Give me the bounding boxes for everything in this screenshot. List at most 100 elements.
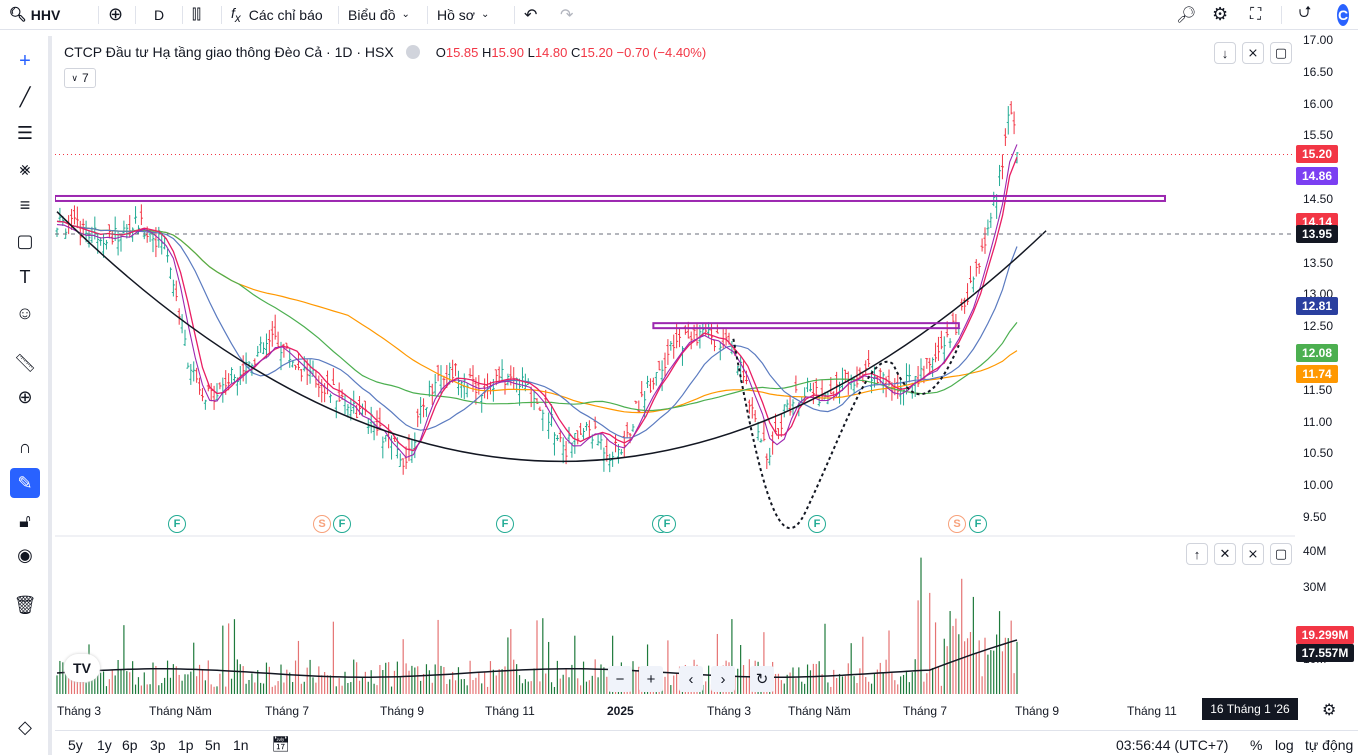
minus-icon: − [615,670,625,688]
forecast-tool[interactable]: ≡ [10,190,40,220]
price-tag: 13.95 [1296,224,1338,243]
quick-search-button[interactable]: 🔎︎ [1167,0,1203,30]
handle-curve-drawing [732,338,960,529]
legend-title: CTCP Đầu tư Hạ tầng giao thông Đèo Cả · … [64,44,394,60]
event-marker-s[interactable]: S [948,515,966,533]
price-tick-label: 15.50 [1303,128,1334,143]
volume-collapse-button[interactable]: ⨯ [1242,543,1264,565]
object-tree-tool[interactable]: ◇ [10,712,40,742]
volume-maximize-button[interactable]: ▢ [1270,543,1292,565]
zoom-in-button[interactable]: + [639,666,663,692]
compare-button[interactable]: ⊕ [99,0,135,30]
high-value: 15.90 [491,44,524,60]
indicators-button[interactable]: fx Các chỉ báo [231,4,323,25]
time-tick-label: Tháng 9 [380,704,425,718]
shape-tool[interactable]: ▢ [10,226,40,256]
price-chart[interactable] [55,36,1295,696]
interval-button[interactable]: D [153,6,165,23]
volume-up-button[interactable]: ↑ [1186,543,1208,565]
time-tick-label: 2025 [607,704,634,718]
event-marker-f[interactable]: F [333,515,351,533]
event-marker-f[interactable]: F [969,515,987,533]
event-marker-s[interactable]: S [313,515,331,533]
pattern-tool[interactable]: ⨳ [10,154,40,184]
chevron-down-icon: ∨ [71,72,78,83]
undo-button[interactable]: ↶ [515,0,551,30]
range-5n[interactable]: 5n [205,737,221,753]
logo-button[interactable]: C [1328,0,1358,30]
event-marker-f[interactable]: F [808,515,826,533]
gear-icon: ⚙ [1322,702,1337,719]
time-tick-label: Tháng 3 [57,704,102,718]
trend-line-tool[interactable]: ╱ [10,82,40,112]
ma-red-line [56,156,1018,452]
volume-tag: 19.299M [1296,626,1354,644]
auto-scale-toggle[interactable]: tự động [1305,737,1354,753]
measure-tool[interactable]: 📏︎ [10,348,40,378]
zoom-tool[interactable]: ⊕ [10,382,40,412]
percent-toggle[interactable]: % [1250,737,1263,753]
range-1n[interactable]: 1n [233,737,249,753]
redo-button[interactable]: ↷ [551,0,587,30]
divider [98,5,99,24]
drawing-toolbar: + ╱ ☰ ⨳ ≡ ▢ T ☺ 📏︎ ⊕ ∩ ✎ 🔓︎ ◉ 🗑︎ ◇ [0,36,52,755]
axis-settings-button[interactable]: ⚙ [1322,700,1336,720]
clock-time[interactable]: 03:56:44 (UTC+7) [1116,737,1229,753]
fullscreen-icon: ⛶ [1250,5,1262,23]
magnet-tool[interactable]: ∩ [10,432,40,462]
range-1p[interactable]: 1p [178,737,194,753]
crosshair-tool[interactable]: + [19,49,31,72]
fullscreen-button[interactable]: ⛶ [1241,0,1281,30]
date-range-button[interactable]: 📅︎ [271,735,290,753]
delete-tool[interactable]: 🗑︎ [10,590,40,620]
divider [221,5,222,24]
legend-menu-icon[interactable] [405,45,420,59]
chart-type-dropdown[interactable]: Biểu đồ ⌄ [348,6,410,23]
pane-maximize-button[interactable]: ▢ [1270,42,1292,64]
event-marker-f[interactable]: F [658,515,676,533]
scroll-right-button[interactable]: › [711,666,735,692]
chevron-right-icon: › [720,670,726,688]
lock-tool[interactable]: 🔓︎ [10,506,40,536]
redo-icon: ↷ [560,6,574,24]
reset-chart-button[interactable]: ↻ [750,666,774,692]
emoji-tool[interactable]: ☺ [10,298,40,328]
range-6p[interactable]: 6p [122,737,138,753]
pane-down-button[interactable]: ↓ [1214,42,1236,64]
volume-close-button[interactable]: ✕ [1214,543,1236,565]
drawing-mode-tool[interactable]: ✎ [10,468,40,498]
share-button[interactable]: ⮍ [1282,0,1328,30]
price-axis[interactable]: 17.00 16.50 16.00 15.50 14.50 13.50 13.00 12.50… [1295,33,1358,696]
pane-collapse-button[interactable]: ⨯ [1242,42,1264,64]
scroll-left-button[interactable]: ‹ [679,666,703,692]
profile-dropdown[interactable]: Hồ sơ ⌄ [437,6,490,23]
symbol-search[interactable]: 🔍︎ HHV [9,6,61,23]
legend-collapse-button[interactable]: ∨ 7 [64,68,96,88]
zoom-out-button[interactable]: − [608,666,632,692]
text-tool[interactable]: T [10,262,40,292]
calendar-icon: 📅︎ [271,736,291,753]
time-tick-label: Tháng 11 [485,704,535,718]
line-icon: ╱ [19,86,31,107]
resistance-box-lower [652,322,960,330]
price-tag: 14.86 [1296,167,1338,186]
maximize-icon: ▢ [1274,45,1288,60]
range-1y[interactable]: 1y [97,737,112,753]
range-5y[interactable]: 5y [68,737,83,753]
event-marker-f[interactable]: F [168,515,186,533]
layers-icon: ◇ [18,716,32,737]
fib-tool[interactable]: ☰ [10,118,40,148]
time-axis[interactable]: Tháng 3 Tháng Năm Tháng 7 Tháng 9 Tháng 11 20… [55,698,1358,724]
cup-curve-drawing [56,211,1047,463]
bar-style-button[interactable]: ⫿⫿ [183,0,221,30]
ruler-icon: 📏︎ [13,352,37,373]
time-tick-label: Tháng Năm [149,704,212,718]
range-3p[interactable]: 3p [150,737,166,753]
zoom-in-icon: ⊕ [17,386,33,407]
settings-button[interactable]: ⚙ [1203,0,1241,30]
visibility-tool[interactable]: ◉ [10,540,40,570]
tradingview-logo-icon[interactable]: TV [64,654,100,682]
price-tick-label: 16.50 [1303,64,1334,79]
event-marker-f[interactable]: F [496,515,514,533]
log-toggle[interactable]: log [1275,737,1294,753]
